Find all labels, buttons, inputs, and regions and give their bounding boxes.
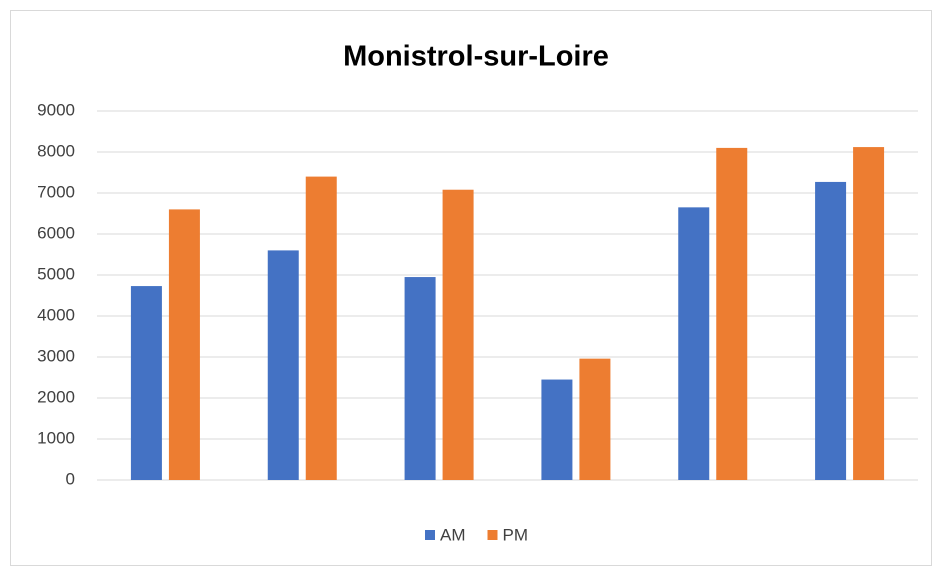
y-tick-label: 6000 — [37, 223, 75, 242]
y-tick-label: 2000 — [37, 387, 75, 406]
bar — [716, 147, 748, 480]
chart-title: Monistrol-sur-Loire — [343, 41, 609, 73]
bar — [541, 379, 573, 480]
y-tick-label: 8000 — [37, 141, 75, 160]
y-tick-label: 3000 — [37, 346, 75, 365]
y-tick-label: 9000 — [37, 100, 75, 119]
bar — [267, 250, 299, 480]
y-tick-label: 4000 — [37, 305, 75, 324]
y-tick-label: 7000 — [37, 182, 75, 201]
y-tick-label: 0 — [66, 469, 75, 488]
legend-swatch — [487, 530, 498, 540]
bar — [168, 209, 200, 480]
bar — [130, 286, 162, 480]
legend-label: AM — [440, 525, 466, 544]
legend-label: PM — [503, 525, 529, 544]
bar — [305, 176, 337, 480]
bar — [815, 181, 847, 480]
bar — [579, 358, 611, 480]
legend-swatch — [425, 530, 435, 540]
bar — [404, 277, 436, 480]
bar — [853, 147, 885, 480]
y-tick-label: 5000 — [37, 264, 75, 283]
bar — [442, 189, 474, 480]
bar — [678, 207, 710, 480]
y-tick-label: 1000 — [37, 428, 75, 447]
